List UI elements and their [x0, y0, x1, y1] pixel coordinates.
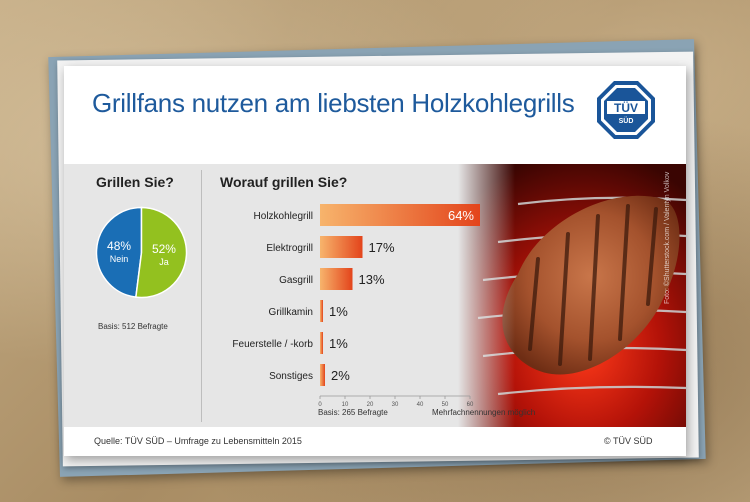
photo-credit: Foto: ©Shutterstock.com / Valentyn Volko…: [664, 171, 671, 304]
bar-category-label: Sonstiges: [269, 371, 313, 382]
bar-chart-title: Worauf grillen Sie?: [220, 174, 348, 190]
bar-chart: Holzkohlegrill 64% Elektrogrill 17% Gasgrill…: [232, 204, 480, 408]
bar-chart-note: Mehrfachnennungen möglich: [432, 408, 536, 417]
bar: [320, 332, 323, 354]
bar-value-label: 64%: [448, 208, 474, 223]
pie-category-label: Ja: [159, 257, 169, 267]
source-note: Quelle: TÜV SÜD – Umfrage zu Lebensmitte…: [94, 436, 302, 446]
bar: [320, 300, 323, 322]
bar: [320, 236, 363, 258]
logo-text-tuv: TÜV: [614, 100, 638, 115]
pie-chart: 48%Nein 52%Ja: [95, 206, 188, 299]
pie-chart-title: Grillen Sie?: [96, 174, 174, 190]
bar-category-label: Grillkamin: [269, 307, 313, 318]
chart-panel: Grillen Sie? 48% Nein 52% Ja Basis: 512 Bef…: [64, 164, 686, 427]
section-divider: [201, 170, 202, 422]
bar-axis-tick-label: 20: [367, 402, 374, 408]
bar-axis-tick-label: 60: [467, 402, 474, 408]
bar-axis-tick-label: 30: [392, 402, 399, 408]
footer: Quelle: TÜV SÜD – Umfrage zu Lebensmitte…: [64, 427, 686, 456]
bar-category-label: Feuerstelle / -korb: [232, 339, 313, 350]
bar-axis-tick-label: 0: [318, 402, 322, 408]
grill-steak-photo: [458, 164, 686, 427]
infographic-card: Grillfans nutzen am liebsten Holzkohlegr…: [64, 66, 686, 456]
bar-value-label: 13%: [359, 272, 385, 287]
bar-category-label: Elektrogrill: [266, 243, 313, 254]
bar-value-label: 1%: [329, 304, 348, 319]
bar-axis-tick-label: 50: [442, 402, 449, 408]
pie-value-label: 52%: [152, 242, 176, 256]
bar-category-label: Holzkohlegrill: [254, 211, 313, 222]
pie-chart-basis: Basis: 512 Befragte: [98, 322, 168, 331]
pie-slice-ja: [135, 206, 188, 299]
logo-text-sud: SÜD: [619, 116, 634, 125]
copyright-note: © TÜV SÜD: [604, 436, 653, 446]
pie-category-label: Nein: [110, 254, 129, 264]
bar: [320, 268, 353, 290]
bar: [320, 204, 480, 226]
bar-value-label: 1%: [329, 336, 348, 351]
bar-chart-basis: Basis: 265 Befragte: [318, 408, 388, 417]
bar: [320, 364, 325, 386]
bar-axis-tick-label: 10: [342, 402, 349, 408]
bar-category-label: Gasgrill: [279, 275, 313, 286]
bar-value-label: 17%: [369, 240, 395, 255]
tuv-sud-logo: TÜV SÜD: [597, 81, 655, 139]
bar-axis-tick-label: 40: [417, 402, 424, 408]
bar-value-label: 2%: [331, 368, 350, 383]
pie-slice-nein: [95, 206, 143, 298]
infographic-title: Grillfans nutzen am liebsten Holzkohlegr…: [92, 88, 575, 118]
pie-value-label: 48%: [107, 239, 131, 253]
